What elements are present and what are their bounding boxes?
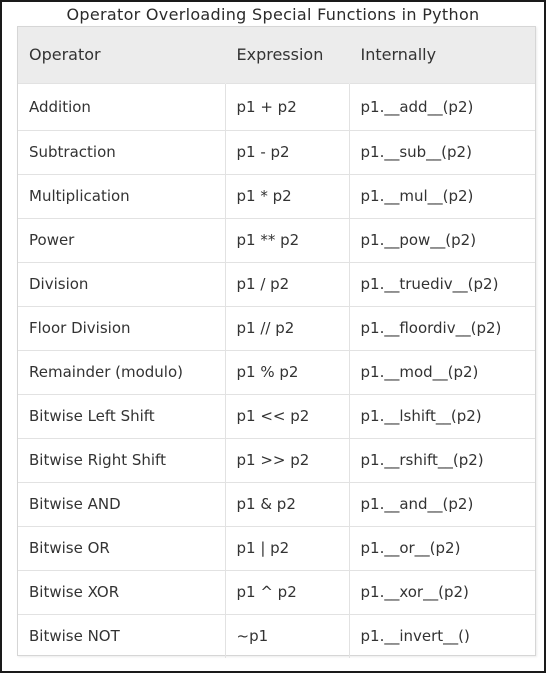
cell-operator: Bitwise Right Shift	[18, 438, 225, 482]
cell-operator: Bitwise AND	[18, 482, 225, 526]
table-row: Bitwise AND p1 & p2 p1.__and__(p2)	[18, 482, 535, 526]
cell-internally: p1.__and__(p2)	[349, 482, 535, 526]
cell-internally: p1.__floordiv__(p2)	[349, 306, 535, 350]
cell-operator: Bitwise XOR	[18, 570, 225, 614]
operator-table: Operator Expression Internally Addition …	[18, 27, 535, 658]
cell-internally: p1.__add__(p2)	[349, 83, 535, 130]
table-row: Multiplication p1 * p2 p1.__mul__(p2)	[18, 174, 535, 218]
header-internally: Internally	[349, 27, 535, 83]
cell-operator: Floor Division	[18, 306, 225, 350]
header-expression: Expression	[225, 27, 349, 83]
cell-expression: ~p1	[225, 614, 349, 658]
cell-internally: p1.__truediv__(p2)	[349, 262, 535, 306]
table-row: Division p1 / p2 p1.__truediv__(p2)	[18, 262, 535, 306]
cell-operator: Bitwise Left Shift	[18, 394, 225, 438]
cell-expression: p1 >> p2	[225, 438, 349, 482]
table-row: Bitwise OR p1 | p2 p1.__or__(p2)	[18, 526, 535, 570]
cell-operator: Addition	[18, 83, 225, 130]
cell-expression: p1 ** p2	[225, 218, 349, 262]
table-row: Bitwise NOT ~p1 p1.__invert__()	[18, 614, 535, 658]
figure-title: Operator Overloading Special Functions i…	[2, 5, 544, 25]
cell-internally: p1.__mod__(p2)	[349, 350, 535, 394]
cell-operator: Division	[18, 262, 225, 306]
table-row: Floor Division p1 // p2 p1.__floordiv__(…	[18, 306, 535, 350]
cell-operator: Bitwise NOT	[18, 614, 225, 658]
cell-expression: p1 / p2	[225, 262, 349, 306]
cell-internally: p1.__sub__(p2)	[349, 130, 535, 174]
cell-expression: p1 ^ p2	[225, 570, 349, 614]
table-row: Bitwise XOR p1 ^ p2 p1.__xor__(p2)	[18, 570, 535, 614]
table-row: Power p1 ** p2 p1.__pow__(p2)	[18, 218, 535, 262]
cell-operator: Multiplication	[18, 174, 225, 218]
header-operator: Operator	[18, 27, 225, 83]
cell-expression: p1 | p2	[225, 526, 349, 570]
cell-operator: Remainder (modulo)	[18, 350, 225, 394]
cell-expression: p1 << p2	[225, 394, 349, 438]
table-row: Addition p1 + p2 p1.__add__(p2)	[18, 83, 535, 130]
cell-internally: p1.__pow__(p2)	[349, 218, 535, 262]
cell-internally: p1.__lshift__(p2)	[349, 394, 535, 438]
table-row: Subtraction p1 - p2 p1.__sub__(p2)	[18, 130, 535, 174]
cell-internally: p1.__invert__()	[349, 614, 535, 658]
cell-expression: p1 + p2	[225, 83, 349, 130]
cell-expression: p1 & p2	[225, 482, 349, 526]
cell-expression: p1 - p2	[225, 130, 349, 174]
table-header-row: Operator Expression Internally	[18, 27, 535, 83]
table-row: Bitwise Right Shift p1 >> p2 p1.__rshift…	[18, 438, 535, 482]
cell-operator: Power	[18, 218, 225, 262]
cell-expression: p1 // p2	[225, 306, 349, 350]
cell-expression: p1 % p2	[225, 350, 349, 394]
cell-internally: p1.__xor__(p2)	[349, 570, 535, 614]
cell-expression: p1 * p2	[225, 174, 349, 218]
cell-operator: Bitwise OR	[18, 526, 225, 570]
cell-internally: p1.__rshift__(p2)	[349, 438, 535, 482]
cell-internally: p1.__mul__(p2)	[349, 174, 535, 218]
table-row: Bitwise Left Shift p1 << p2 p1.__lshift_…	[18, 394, 535, 438]
cell-internally: p1.__or__(p2)	[349, 526, 535, 570]
operator-table-container: Operator Expression Internally Addition …	[17, 26, 536, 656]
cell-operator: Subtraction	[18, 130, 225, 174]
table-row: Remainder (modulo) p1 % p2 p1.__mod__(p2…	[18, 350, 535, 394]
